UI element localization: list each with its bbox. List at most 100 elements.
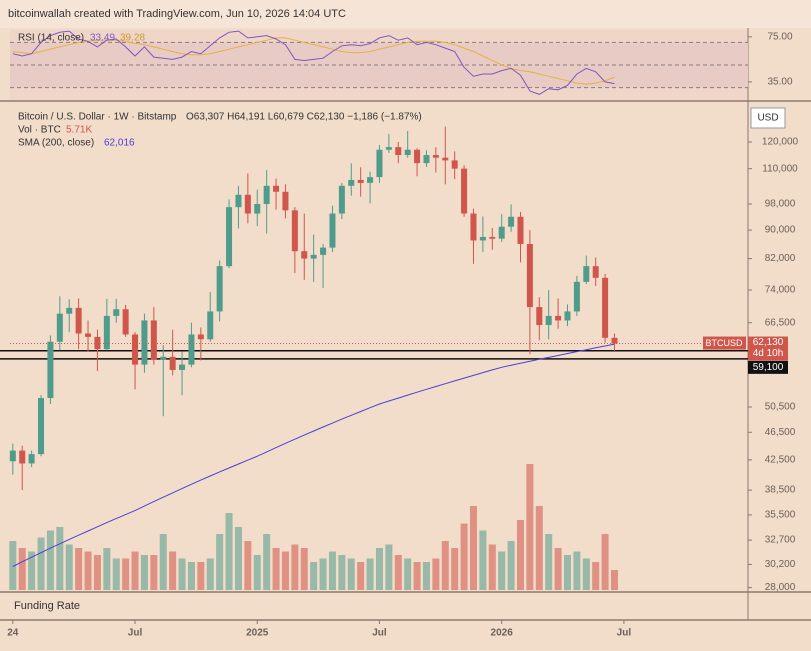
volume-bar — [432, 558, 440, 590]
volume-bar — [300, 548, 308, 590]
volume-bar — [234, 527, 242, 590]
volume-bar — [206, 558, 214, 590]
x-tick-label: 2025 — [246, 628, 269, 639]
y-tick-label: 30,200 — [765, 559, 796, 570]
volume-bar — [9, 541, 17, 590]
candle-body — [291, 210, 298, 252]
volume-bar — [441, 541, 449, 590]
candle-body — [56, 313, 63, 342]
rsi-line — [12, 30, 615, 95]
volume-bar — [56, 527, 64, 590]
volume-bar — [385, 544, 393, 590]
candle-body — [226, 207, 233, 267]
volume-bar — [93, 555, 101, 590]
volume-bar — [225, 513, 233, 590]
rsi-ma-line — [12, 37, 615, 85]
volume-bar — [46, 530, 54, 590]
candle-body — [517, 216, 524, 245]
candle-body — [94, 336, 101, 350]
candle-body — [451, 160, 458, 169]
last-price-label: 62,130 — [753, 337, 784, 348]
candle-body — [103, 315, 110, 350]
volume-bar — [469, 506, 477, 590]
volume-bar — [563, 555, 571, 590]
volume-bar — [488, 544, 496, 590]
candle-body — [338, 185, 345, 214]
candle-body — [47, 341, 54, 399]
y-tick-label: 50,500 — [765, 402, 796, 413]
candle-body — [498, 226, 505, 239]
volume-name: Vol · BTC — [18, 125, 61, 136]
candle-body — [442, 157, 449, 161]
y-tick-label: 66,500 — [765, 317, 796, 328]
volume-bar — [347, 558, 355, 590]
volume-bar — [263, 534, 271, 590]
candle-body — [404, 149, 411, 156]
volume-bar — [150, 555, 158, 590]
volume-bar — [169, 551, 177, 590]
volume-bar — [375, 548, 383, 590]
volume-bar — [197, 562, 205, 590]
candle-body — [592, 266, 599, 278]
candle-body — [479, 236, 486, 241]
candle-body — [66, 307, 73, 314]
candle-body — [216, 266, 223, 312]
candle-body — [508, 216, 515, 227]
volume-bar — [611, 570, 619, 590]
volume-bar — [253, 555, 261, 590]
candle-body — [357, 179, 364, 183]
volume-bar — [582, 558, 590, 590]
candle-body — [169, 356, 176, 370]
volume-bar — [112, 558, 120, 590]
candle-body — [235, 194, 242, 208]
volume-bar — [451, 548, 459, 590]
volume-bar — [178, 558, 186, 590]
volume-bar — [413, 562, 421, 590]
candle-body — [301, 251, 308, 259]
volume-bar — [319, 558, 327, 590]
candle-body — [122, 309, 129, 335]
candle-body — [160, 356, 167, 360]
countdown: 4d 10h — [753, 348, 784, 359]
volume-bar — [498, 551, 506, 590]
candle-body — [555, 315, 562, 321]
sma-label: 62,016 — [104, 138, 135, 149]
volume-bar — [357, 562, 365, 590]
candle-body — [263, 185, 270, 205]
volume-bar — [460, 523, 468, 590]
candle-body — [348, 179, 355, 186]
y-tick-label: 42,500 — [765, 454, 796, 465]
header-text: bitcoinwallah created with TradingView.c… — [8, 8, 346, 20]
candle-body — [113, 309, 120, 316]
ohlc-text: O63,307 H64,191 L60,679 C62,130 −1,186 (… — [186, 112, 422, 123]
y-tick-label: 35,500 — [765, 510, 796, 521]
candle-body — [602, 277, 609, 338]
candle-body — [470, 213, 477, 241]
volume-bar — [103, 548, 111, 590]
y-tick-label: 120,000 — [762, 137, 799, 148]
volume-bar — [554, 548, 562, 590]
volume-bar — [187, 562, 195, 590]
candle-body — [254, 204, 261, 214]
candle-body — [367, 177, 374, 183]
candle-body — [282, 191, 289, 211]
candle-body — [207, 311, 214, 340]
hline-label-box — [748, 360, 788, 374]
candle-body — [414, 149, 421, 164]
candle-body — [611, 337, 618, 344]
candle-body — [461, 168, 468, 214]
rsi-name: RSI (14, close) — [18, 33, 84, 44]
y-tick-label: 90,000 — [765, 225, 796, 236]
volume-bar — [516, 520, 524, 590]
volume-bar — [122, 558, 130, 590]
volume-bar — [545, 534, 553, 590]
candle-body — [423, 155, 430, 164]
candle-body — [376, 149, 383, 178]
candle-body — [273, 185, 280, 192]
candle-body — [385, 147, 392, 150]
candle-body — [320, 247, 327, 255]
candle-body — [38, 398, 45, 455]
volume-bar — [244, 541, 252, 590]
